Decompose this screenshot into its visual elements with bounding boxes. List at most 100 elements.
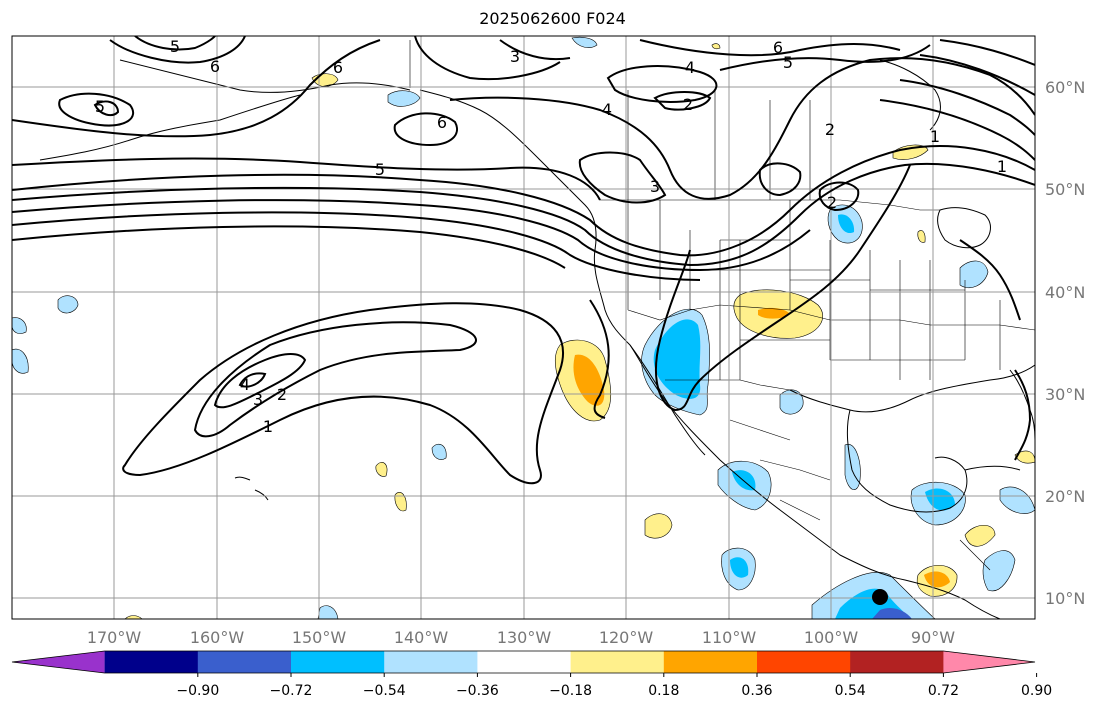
great-lakes: [937, 207, 991, 249]
colorbar-tick-label: 0.72: [928, 683, 959, 699]
contour-north-20: [919, 54, 1035, 96]
lon-label: 170°W: [87, 628, 142, 647]
contour-label: 2: [683, 95, 693, 114]
colorbar-segment: [850, 651, 944, 673]
map-frame: [11, 35, 1036, 620]
colorbar-segment: [570, 651, 665, 673]
positive-anomaly-small-2: [394, 491, 407, 512]
colorbar-tick-label: 0.54: [835, 683, 866, 699]
cuba: [964, 465, 1021, 471]
contour-north-13: [719, 44, 931, 71]
lat-label: 30°N: [1045, 385, 1085, 404]
contour-north-9: [499, 39, 571, 61]
map-title: 2025062600 F024: [479, 9, 626, 28]
contour-north-1: [12, 157, 601, 201]
contour-label: 6: [773, 38, 783, 57]
negative-anomaly-bc: [571, 36, 598, 48]
colorbar: −0.90 −0.72 −0.54 −0.36 −0.18 0.18 0.36 0.54 0.7…: [11, 650, 1052, 699]
gridlines: [12, 36, 1035, 619]
negative-anomaly-small-1: [57, 295, 79, 314]
positive-anomaly-small-5: [917, 230, 926, 243]
us-canada-border: [600, 199, 940, 211]
contour-east-1: [959, 239, 1021, 321]
map-panel[interactable]: 5 6 5 6 3 4 6 5 2 4 6 5 3 2 1 1 2 4 3 2 …: [12, 36, 1035, 619]
hawaii: [234, 476, 269, 501]
contour-band-5: [12, 225, 566, 269]
colorbar-tick-label: 0.36: [741, 683, 772, 699]
colorbar-tick-label: −0.90: [176, 683, 219, 699]
contour-label: 2: [825, 120, 835, 139]
contour-label: 1: [930, 127, 940, 146]
lon-label: 90°W: [911, 628, 955, 647]
contour-labels: 5 6 5 6 3 4 6 5 2 4 6 5 3 2 1 1 2 4 3 2 …: [95, 37, 1007, 436]
contour-pacific-1: [122, 302, 565, 485]
positive-anomaly-pacific-core: [573, 354, 605, 406]
contour-label: 2: [827, 193, 837, 212]
colorbar-tick-label: 0.18: [648, 683, 679, 699]
contour-pacific-2: [193, 321, 477, 438]
gulf-coast-south: [846, 409, 968, 513]
lat-label: 60°N: [1045, 78, 1085, 97]
canada-provinces: [627, 90, 811, 200]
contour-label: 4: [602, 100, 612, 119]
contour-label: 6: [210, 57, 220, 76]
positive-anomaly-gulf-core: [924, 571, 950, 588]
contour-north-4: [393, 112, 458, 147]
colorbar-segment: [104, 651, 199, 673]
contour-band-2: [12, 162, 1035, 267]
colorbar-tick-label: 0.90: [1021, 683, 1052, 699]
contour-label: 6: [333, 58, 343, 77]
lon-label: 130°W: [497, 628, 552, 647]
colorbar-segment: [477, 651, 572, 673]
contour-north-6: [109, 36, 246, 64]
contour-north-17: [818, 181, 860, 212]
contour-band-4: [12, 211, 701, 281]
lon-label: 140°W: [394, 628, 449, 647]
height-contours: [12, 36, 1035, 485]
baja-california: [629, 344, 706, 456]
alaska-coast: [119, 59, 411, 93]
contour-north-3: [93, 100, 120, 117]
colorbar-segment: [757, 651, 851, 673]
positive-anomaly-small-3: [964, 524, 996, 547]
contour-north-15: [578, 151, 667, 204]
longitude-labels: 170°W 160°W 150°W 140°W 130°W 120°W 110°…: [87, 628, 955, 647]
colorbar-tick-label: −0.72: [270, 683, 313, 699]
contour-label: 5: [375, 160, 385, 179]
contour-north-19: [899, 79, 1035, 136]
positive-anomaly-small-1: [375, 462, 388, 477]
negative-anomaly-lakes: [959, 260, 989, 289]
colorbar-segment: [663, 651, 758, 673]
contour-label: 3: [253, 390, 263, 409]
gulf-coast: [789, 364, 1035, 413]
contour-label: 1: [997, 157, 1007, 176]
contour-pacific-3: [213, 353, 307, 409]
negative-anomaly-small-6: [982, 550, 1016, 592]
contour-band-3: [12, 199, 811, 272]
negative-anomaly-small-4: [431, 443, 447, 460]
contour-north-12: [639, 39, 901, 57]
contour-band-1: [12, 145, 1035, 257]
contour-north-21: [939, 39, 1035, 66]
negative-anomaly-epac-deep: [872, 608, 912, 619]
contour-label: 4: [240, 375, 250, 394]
negative-anomaly-small-2: [12, 317, 27, 334]
contour-north-11: [653, 91, 712, 111]
contour-southwest-cutoff: [589, 299, 610, 419]
location-marker: [872, 589, 888, 605]
colorbar-extend-low: [12, 651, 105, 673]
contour-pacific-4: [238, 372, 267, 388]
aleutians: [39, 94, 301, 161]
lon-label: 110°W: [702, 628, 757, 647]
colorbar-outline: [11, 650, 1036, 674]
hudson-bay: [879, 59, 941, 131]
lon-label: 160°W: [190, 628, 245, 647]
mexico-states: [729, 419, 831, 521]
lat-label: 50°N: [1045, 180, 1085, 199]
contour-label: 5: [95, 97, 105, 116]
contour-label: 4: [685, 58, 695, 77]
positive-anomaly-fourcorners-core: [758, 307, 790, 319]
negative-anomaly-southwest-core: [653, 319, 701, 399]
central-america-borders: [959, 539, 991, 571]
